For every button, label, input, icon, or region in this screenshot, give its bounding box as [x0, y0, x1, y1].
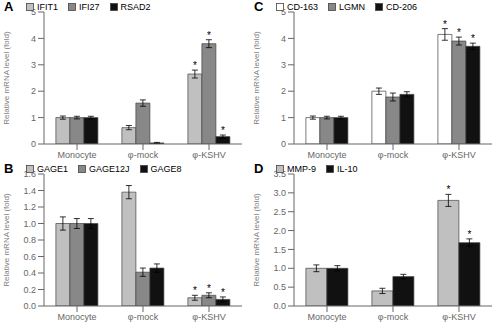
svg-text:Relative mRNA level (fold): Relative mRNA level (fold) [8, 31, 11, 125]
svg-text:φ-mock: φ-mock [378, 312, 409, 322]
svg-text:0.4: 0.4 [23, 268, 36, 278]
svg-text:1.2: 1.2 [23, 202, 36, 212]
svg-text:φ-KSHV: φ-KSHV [442, 150, 475, 160]
svg-text:Monocyte: Monocyte [57, 312, 96, 322]
svg-text:0.6: 0.6 [23, 252, 36, 262]
html-text:GAGE8: GAGE8 [150, 164, 182, 174]
html-text:C: C [254, 0, 264, 14]
html-text:MMP-9: MMP-9 [287, 164, 316, 174]
svg-text:Monocyte: Monocyte [57, 150, 96, 160]
svg-text:0.8: 0.8 [23, 235, 36, 245]
svg-text:3: 3 [31, 60, 36, 70]
svg-text:*: * [207, 30, 211, 41]
svg-text:Monocyte: Monocyte [307, 312, 346, 322]
html-text:IFIT1: IFIT1 [37, 2, 58, 12]
svg-text:0.5: 0.5 [273, 282, 286, 292]
svg-text:5: 5 [31, 7, 36, 17]
svg-text:1.0: 1.0 [23, 219, 36, 229]
svg-text:0: 0 [31, 139, 36, 149]
svg-text:*: * [193, 60, 197, 71]
svg-text:0: 0 [281, 139, 286, 149]
svg-text:Monocyte: Monocyte [307, 150, 346, 160]
svg-text:1.4: 1.4 [23, 186, 36, 196]
html-text:A: A [4, 0, 14, 14]
svg-text:3.0: 3.0 [273, 188, 286, 198]
html-text:RSAD2: RSAD2 [120, 2, 151, 12]
svg-text:*: * [471, 33, 475, 44]
svg-text:φ-mock: φ-mock [128, 150, 159, 160]
svg-text:1.5: 1.5 [273, 245, 286, 255]
html-text:GAGE1: GAGE1 [37, 164, 68, 174]
svg-text:*: * [443, 19, 447, 30]
html-text:B: B [4, 161, 14, 176]
svg-text:4: 4 [31, 34, 36, 44]
svg-text:*: * [457, 27, 461, 38]
html-text:IFI27: IFI27 [79, 2, 100, 12]
html-text:CD-163: CD-163 [287, 2, 318, 12]
svg-text:2.5: 2.5 [273, 207, 286, 217]
svg-text:*: * [193, 285, 197, 296]
svg-text:Relative mRNA level (fold): Relative mRNA level (fold) [252, 31, 261, 125]
svg-text:*: * [221, 287, 225, 298]
svg-text:0.0: 0.0 [273, 301, 286, 311]
html-text:LGMN: LGMN [339, 2, 365, 12]
svg-text:5: 5 [281, 7, 286, 17]
svg-text:φ-mock: φ-mock [378, 150, 409, 160]
svg-text:3.5: 3.5 [273, 169, 286, 179]
svg-text:1.0: 1.0 [273, 263, 286, 273]
svg-text:2: 2 [281, 86, 286, 96]
svg-text:φ-KSHV: φ-KSHV [442, 312, 475, 322]
html-text:IL-10: IL-10 [337, 164, 358, 174]
svg-text:*: * [221, 125, 225, 136]
svg-text:*: * [207, 283, 211, 294]
svg-text:3: 3 [281, 60, 286, 70]
svg-text:1.6: 1.6 [23, 169, 36, 179]
svg-text:2: 2 [31, 86, 36, 96]
svg-text:Relative mRNA level (fold): Relative mRNA level (fold) [8, 193, 11, 287]
svg-text:φ-mock: φ-mock [128, 312, 159, 322]
html-text:GAGE12J: GAGE12J [89, 164, 130, 174]
svg-text:*: * [446, 184, 450, 195]
svg-text:0.2: 0.2 [23, 285, 36, 295]
svg-text:4: 4 [281, 34, 286, 44]
svg-text:Relative mRNA level (fold): Relative mRNA level (fold) [252, 193, 261, 287]
svg-text:0.0: 0.0 [23, 301, 36, 311]
svg-text:*: * [467, 229, 471, 240]
html-text:CD-206: CD-206 [386, 2, 417, 12]
html-text:D: D [254, 161, 264, 176]
svg-text:φ-KSHV: φ-KSHV [192, 312, 225, 322]
svg-text:φ-KSHV: φ-KSHV [192, 150, 225, 160]
svg-text:2.0: 2.0 [273, 226, 286, 236]
svg-text:1: 1 [31, 113, 36, 123]
svg-text:1: 1 [281, 113, 286, 123]
